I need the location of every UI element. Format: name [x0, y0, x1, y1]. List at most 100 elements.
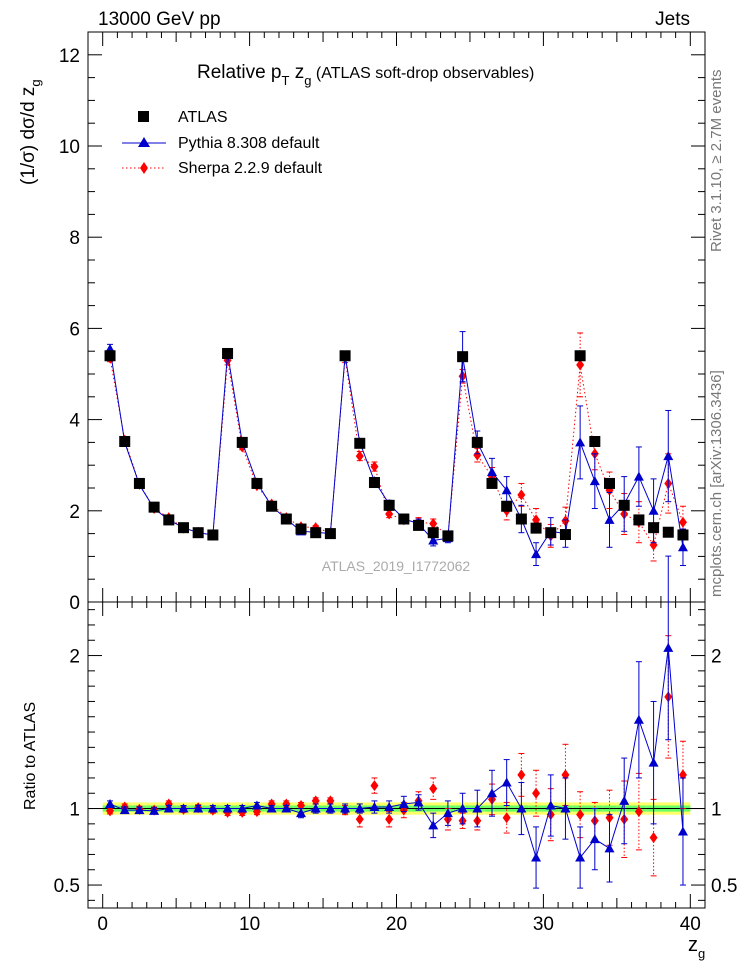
ratio-y-tick-label-right: 2 [711, 647, 722, 668]
pythia-point [501, 485, 512, 495]
pythia-point [589, 476, 600, 486]
legend-label-sherpa: Sherpa 2.2.9 default [178, 160, 323, 177]
y-tick-label: 4 [69, 411, 80, 432]
pythia-ratio-point [633, 714, 644, 724]
rivet-label: Rivet 3.1.10, ≥ 2.7M events [708, 70, 725, 253]
atlas-point [471, 436, 483, 448]
pythia-ratio-point [340, 803, 351, 813]
ratio-frame [87, 601, 706, 909]
atlas-point [604, 477, 616, 489]
atlas-point [148, 501, 160, 513]
pythia-ratio-point [193, 803, 204, 813]
pythia-ratio-point [105, 798, 116, 808]
atlas-point [383, 499, 395, 511]
pythia-ratio-point [119, 805, 130, 815]
ratio-y-label: Ratio to ATLAS [22, 702, 39, 810]
atlas-point [574, 350, 586, 362]
atlas-point [177, 522, 189, 534]
sherpa-ratio-point [429, 783, 438, 795]
pythia-point [677, 542, 688, 552]
chart-title: Relative pT zg (ATLAS soft-drop observab… [197, 62, 534, 88]
atlas-point [163, 514, 175, 526]
atlas-point [589, 435, 601, 447]
sherpa-point [678, 516, 687, 528]
atlas-point [545, 527, 557, 539]
x-tick-label: 10 [239, 914, 260, 935]
atlas-point [119, 435, 131, 447]
atlas-point [427, 527, 439, 539]
atlas-point [618, 499, 630, 511]
ratio-y-tick-label-right: 0.5 [711, 876, 737, 897]
pythia-ratio-point [545, 800, 556, 810]
atlas-point [295, 523, 307, 535]
pythia-ratio-point [619, 795, 630, 805]
pythia-ratio-point [531, 852, 542, 862]
pythia-ratio-point [457, 803, 468, 813]
atlas-point [677, 529, 689, 541]
sherpa-ratio-point [106, 805, 115, 817]
atlas-point [559, 529, 571, 541]
atlas-point [104, 350, 116, 362]
atlas-point [530, 522, 542, 534]
pythia-ratio-point [589, 834, 600, 844]
sherpa-ratio-point [385, 813, 394, 825]
atlas-point [339, 350, 351, 362]
pythia-ratio-point [222, 803, 233, 813]
sherpa-ratio-point [502, 812, 511, 824]
pythia-ratio-point [486, 788, 497, 798]
atlas-point [648, 522, 660, 534]
pythia-ratio-point [281, 803, 292, 813]
pythia-ratio-point [501, 777, 512, 787]
y-tick-label: 2 [69, 502, 80, 523]
atlas-point [515, 513, 527, 525]
y-tick-label: 12 [59, 46, 80, 67]
pythia-point [575, 437, 586, 447]
pythia-ratio-point [677, 826, 688, 836]
ratio-y-tick-label-right: 1 [711, 800, 722, 821]
pythia-ratio-point [648, 757, 659, 767]
pythia-ratio-point [178, 803, 189, 813]
pythia-ratio-point [149, 805, 160, 815]
atlas-point [280, 513, 292, 525]
main-panel: 0 2 4 6 8 10 12 [59, 31, 706, 614]
pythia-point [663, 451, 674, 461]
pythia-point [531, 549, 542, 559]
pythia-ratio-point [516, 803, 527, 813]
x-axis-label: zg [688, 934, 705, 961]
atlas-point [266, 500, 278, 512]
pythia-point [486, 467, 497, 477]
pythia-point [428, 535, 439, 545]
pythia-ratio-point [384, 802, 395, 812]
x-tick-label: 0 [97, 914, 108, 935]
atlas-point [413, 519, 425, 531]
pythia-ratio-point [398, 798, 409, 808]
sherpa-point [517, 489, 526, 501]
mcplots-label: mcplots.cern.ch [arXiv:1306.3436] [708, 370, 725, 597]
atlas-point [486, 477, 498, 489]
pythia-ratio-point [266, 803, 277, 813]
main-y-label: (1/σ) dσ/d zg [18, 79, 43, 185]
pythia-point [648, 505, 659, 515]
ratio-y-tick-label: 1 [69, 800, 80, 821]
watermark: ATLAS_2019_I1772062 [322, 558, 471, 574]
atlas-point [133, 477, 145, 489]
pythia-ratio-point [428, 820, 439, 830]
atlas-point [251, 477, 263, 489]
legend-marker-atlas [138, 111, 149, 122]
pythia-point [633, 471, 644, 481]
legend: ATLAS Pythia 8.308 default Sherpa 2.2.9 … [122, 109, 323, 177]
legend-label-pythia: Pythia 8.308 default [178, 135, 320, 152]
sherpa-point [473, 449, 482, 461]
sherpa-ratio-point [576, 809, 585, 821]
pythia-ratio-point [207, 803, 218, 813]
atlas-point [310, 527, 322, 539]
sherpa-point [576, 359, 585, 371]
legend-label-atlas: ATLAS [178, 109, 228, 126]
sherpa-ratio-point [649, 832, 658, 844]
legend-marker-pythia [138, 137, 150, 147]
y-tick-label: 8 [69, 228, 80, 249]
atlas-point [442, 530, 454, 542]
sherpa-ratio-point [355, 813, 364, 825]
pythia-ratio-point [604, 843, 615, 853]
atlas-point [207, 529, 219, 541]
